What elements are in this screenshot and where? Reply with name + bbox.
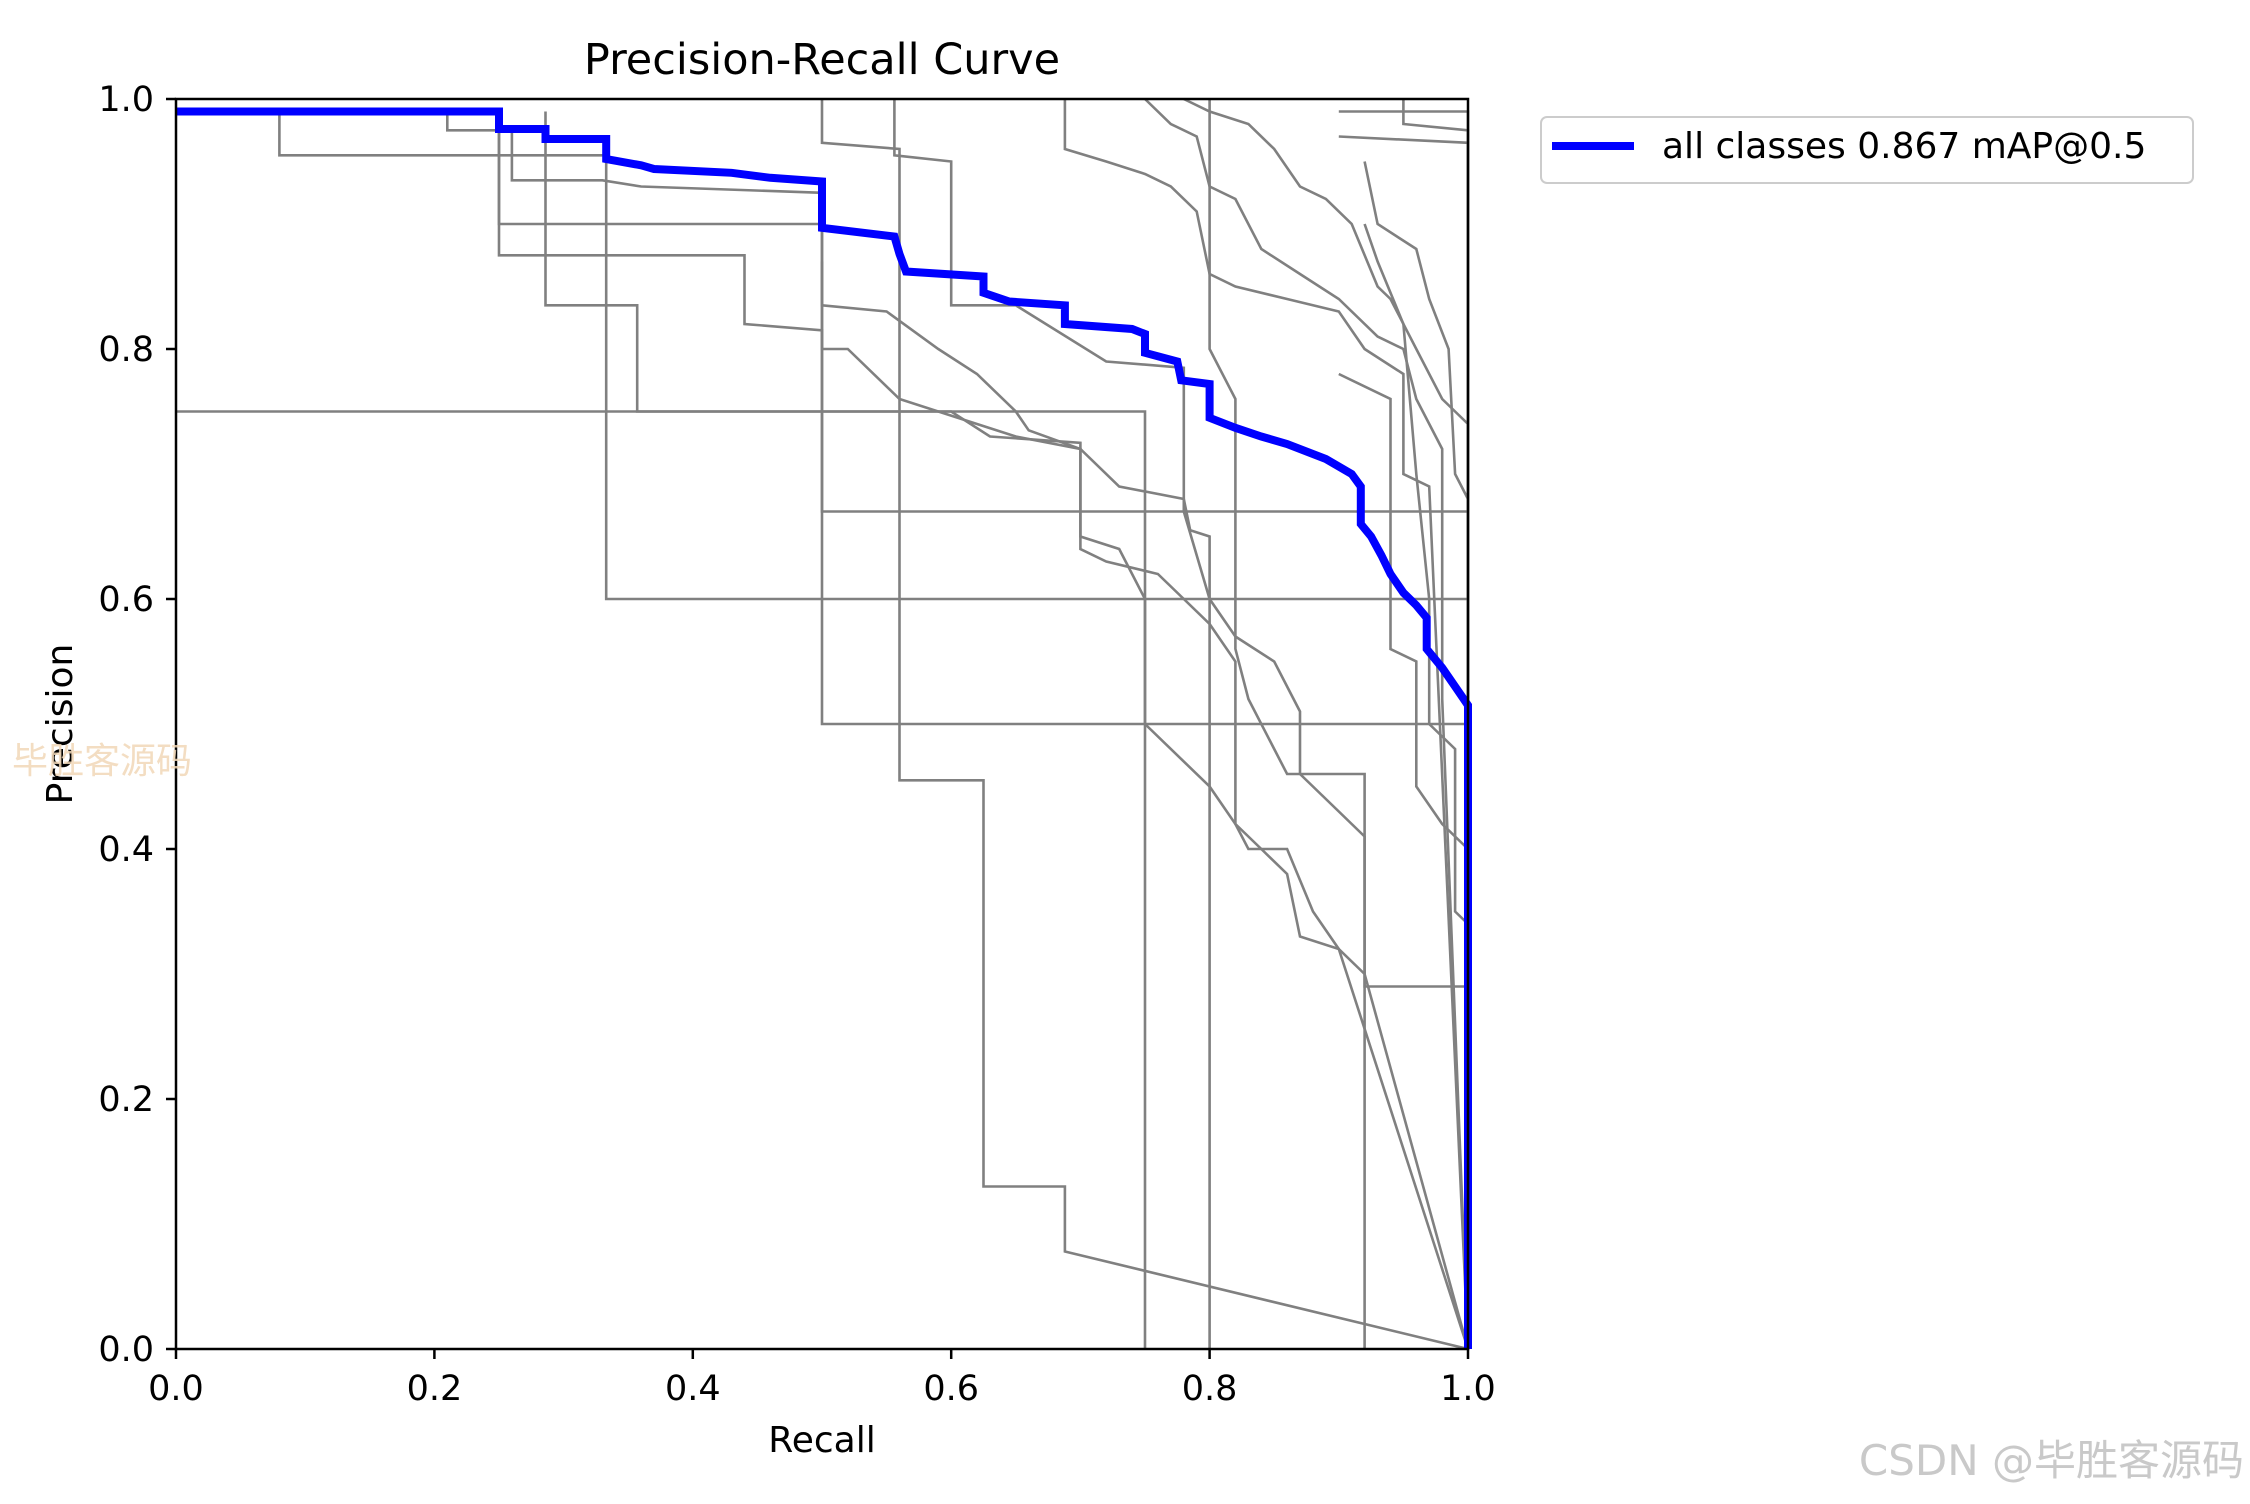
watermark-csdn: CSDN @毕胜客源码 [1858, 1436, 2244, 1485]
x-tick-label: 0.6 [923, 1369, 979, 1409]
plot-frame [174, 97, 1470, 1351]
x-tick-label: 0.2 [407, 1369, 463, 1409]
all-classes-curve [176, 107, 1472, 1349]
y-tick-label: 1.0 [98, 80, 154, 120]
x-tick-label: 0.0 [148, 1369, 204, 1409]
chart-title: Precision-Recall Curve [584, 35, 1060, 85]
watermark-left: 毕胜客源码 [12, 741, 193, 782]
background-class-curves [176, 97, 1470, 1351]
class-curve-12 [1183, 97, 1470, 1349]
legend-entry-all-classes: all classes 0.867 mAP@0.5 [1662, 126, 2146, 167]
class-curve-17 [1363, 161, 1470, 1349]
x-axis-ticks: 0.0 0.2 0.4 0.6 0.8 1.0 [148, 1349, 1496, 1409]
y-axis-label: Precision [40, 644, 81, 805]
x-tick-label: 0.8 [1182, 1369, 1238, 1409]
class-curve-3 [176, 110, 1470, 1349]
class-curve-18 [1338, 372, 1470, 1349]
y-tick-label: 0.6 [98, 580, 154, 620]
x-axis-label: Recall [768, 1420, 875, 1461]
class-curve-7 [820, 99, 1469, 1351]
class-curve-10 [1063, 99, 1470, 1350]
class-curve-4 [497, 111, 1211, 1349]
class-curve-19 [1363, 223, 1470, 1349]
x-tick-label: 0.4 [665, 1369, 721, 1409]
y-tick-label: 0.2 [98, 1080, 154, 1120]
y-tick-label: 0.0 [98, 1330, 154, 1370]
all-classes-curve-group [176, 107, 1472, 1349]
class-curve-2 [176, 410, 1147, 1349]
class-curve-11 [1144, 98, 1470, 1350]
x-tick-label: 1.0 [1440, 1369, 1496, 1409]
class-curve-16 [1338, 110, 1470, 1349]
class-curve-6 [544, 111, 1470, 1350]
y-axis-ticks: 0.0 0.2 0.4 0.6 0.8 1.0 [98, 80, 176, 1370]
class-curve-13 [1208, 99, 1470, 1349]
y-tick-label: 0.8 [98, 330, 154, 370]
class-curve-9 [893, 99, 1366, 1349]
class-curve-8 [820, 261, 1470, 1350]
y-tick-label: 0.4 [98, 830, 154, 870]
legend-box [1540, 116, 2194, 184]
legend: all classes 0.867 mAP@0.5 [1540, 116, 2194, 184]
